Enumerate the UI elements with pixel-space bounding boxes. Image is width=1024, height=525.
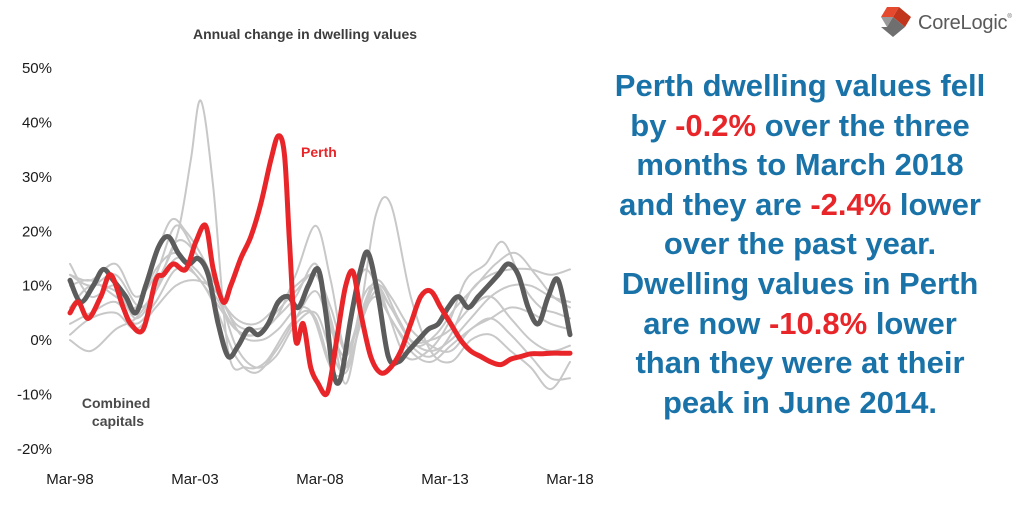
y-tick-label: 30%	[22, 169, 52, 186]
chart-title: Annual change in dwelling values	[193, 26, 417, 42]
summary-segment: lower than they were at their peak in Ju…	[635, 305, 965, 420]
corelogic-logo-icon	[881, 7, 911, 37]
combined-capitals-series-line	[67, 234, 573, 386]
x-tick-label: Mar-98	[46, 471, 94, 488]
y-tick-label: -20%	[17, 441, 52, 458]
summary-figure: -2.4%	[810, 186, 892, 222]
summary-segment: over the three months to March 2018 and …	[619, 107, 970, 222]
y-tick-label: 50%	[22, 60, 52, 77]
x-tick-label: Mar-03	[171, 471, 219, 488]
perth-annotation: Perth	[301, 144, 337, 160]
combined-capitals-annotation: Combined capitals	[82, 395, 154, 429]
dwelling-values-chart: Annual change in dwelling values 50% 40% 3…	[17, 26, 594, 488]
y-tick-label: 0%	[30, 332, 52, 349]
y-tick-label: 10%	[22, 278, 52, 295]
x-axis: Mar-98 Mar-03 Mar-08 Mar-13 Mar-18	[46, 471, 594, 488]
y-axis: 50% 40% 30% 20% 10% 0% -10% -20%	[17, 60, 52, 458]
highlight-series-group	[67, 133, 573, 398]
context-series-line	[69, 256, 571, 385]
corelogic-wordmark: CoreLogic®	[918, 12, 1012, 34]
context-series-line	[69, 99, 571, 383]
perth-series-line	[67, 133, 573, 398]
context-series-line	[69, 196, 571, 391]
summary-segment: Perth dwelling values fell by	[614, 68, 986, 143]
summary-segment: lower over the past year. Dwelling value…	[621, 186, 981, 341]
y-tick-label: 40%	[22, 114, 52, 131]
corelogic-logo: CoreLogic®	[872, 2, 1022, 42]
x-tick-label: Mar-08	[296, 471, 344, 488]
context-series-line	[69, 266, 571, 381]
x-tick-label: Mar-18	[546, 471, 594, 488]
x-tick-label: Mar-13	[421, 471, 469, 488]
y-tick-label: 20%	[22, 223, 52, 240]
y-tick-label: -10%	[17, 387, 52, 404]
summary-text: Perth dwelling values fell by -0.2% over…	[612, 66, 988, 422]
summary-figure: -10.8%	[768, 305, 868, 341]
summary-figure: -0.2%	[675, 107, 757, 143]
